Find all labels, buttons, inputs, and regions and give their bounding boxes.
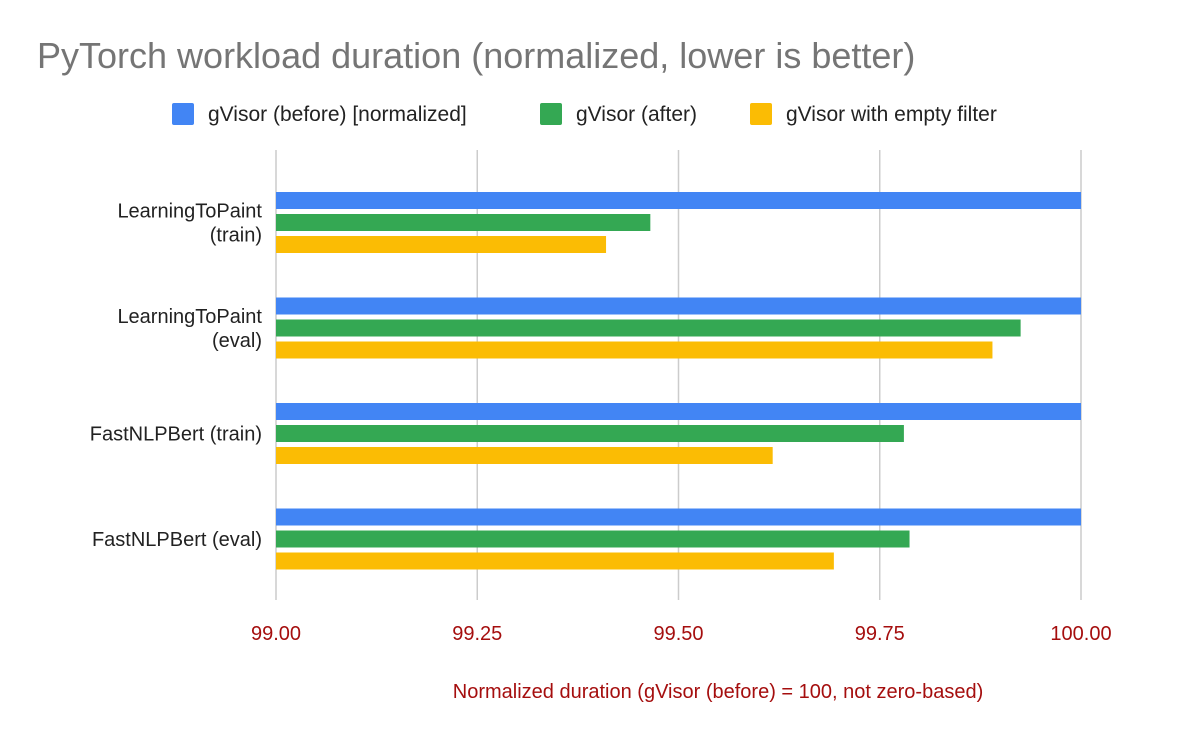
x-tick-label-2: 99.25	[452, 623, 502, 645]
bar-2-2	[276, 319, 1021, 337]
x-tick-label-4: 99.75	[855, 623, 905, 645]
bar-4-3	[276, 552, 834, 570]
x-tick-label-5: 100.00	[1050, 623, 1111, 645]
x-tick-labels: 99.00 99.25 99.50 99.75 100.00	[251, 623, 1112, 645]
legend-label-2: gVisor (after)	[576, 103, 697, 126]
legend-label-1: gVisor (before) [normalized]	[208, 103, 467, 126]
category-label-4: FastNLPBert (eval)	[92, 529, 262, 551]
legend-swatch-1	[172, 103, 194, 125]
bar-3-3	[276, 447, 773, 464]
bar-1-1	[276, 192, 1081, 209]
bar-4-2	[276, 530, 910, 548]
category-labels: LearningToPaint(train)LearningToPaint(ev…	[90, 201, 263, 552]
category-label-2-line-2: (eval)	[212, 330, 262, 352]
bar-2-3	[276, 341, 993, 359]
legend-swatch-2	[540, 103, 562, 125]
bar-1-2	[276, 214, 651, 231]
x-axis-title: Normalized duration (gVisor (before) = 1…	[453, 681, 983, 703]
bar-2-1	[276, 297, 1081, 315]
category-label-3: FastNLPBert (train)	[90, 424, 262, 446]
x-tick-label-3: 99.50	[653, 623, 703, 645]
bar-4-1	[276, 508, 1081, 526]
chart-title: PyTorch workload duration (normalized, l…	[37, 35, 915, 76]
category-label-1-line-1: LearningToPaint	[117, 201, 262, 223]
category-label-1-line-2: (train)	[210, 225, 262, 247]
legend-label-3: gVisor with empty filter	[786, 103, 997, 126]
legend: gVisor (before) [normalized] gVisor (afte…	[172, 103, 997, 126]
bar-3-2	[276, 425, 904, 442]
x-tick-label-1: 99.00	[251, 623, 301, 645]
bar-1-3	[276, 236, 607, 253]
bars	[276, 192, 1081, 570]
bar-3-1	[276, 403, 1081, 420]
legend-swatch-3	[750, 103, 772, 125]
category-label-2-line-1: LearningToPaint	[117, 306, 262, 328]
